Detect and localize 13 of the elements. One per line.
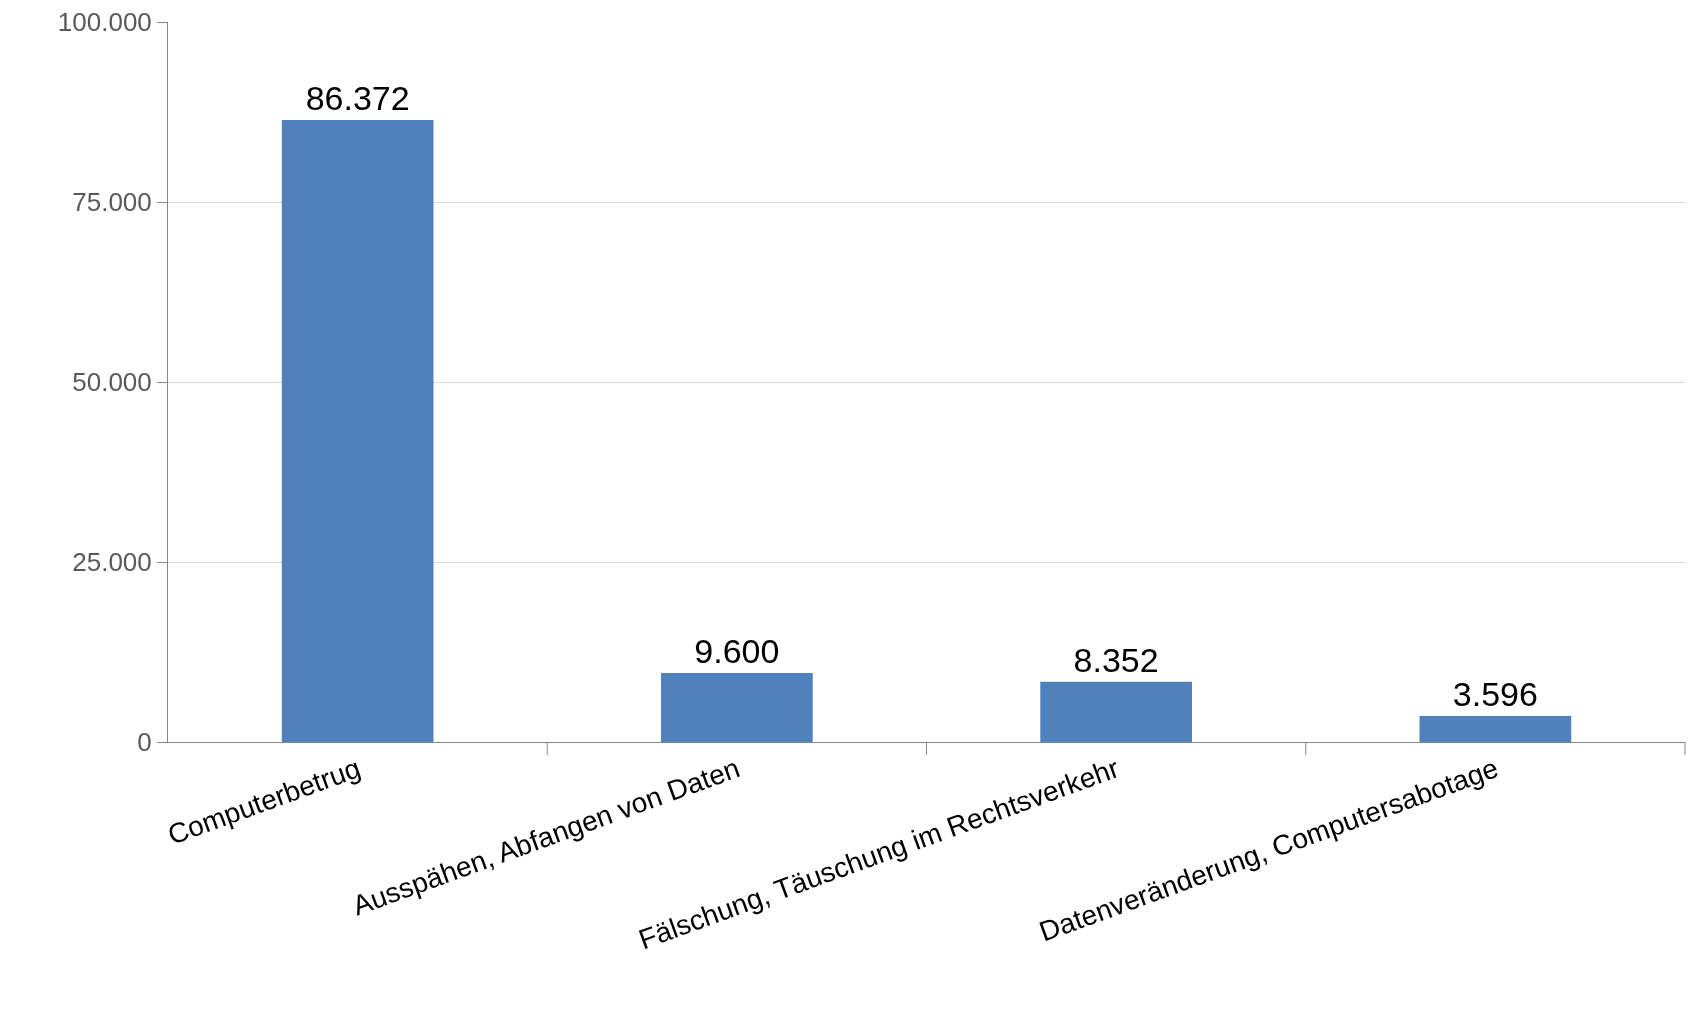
y-tick-label: 25.000: [72, 547, 152, 578]
y-tick-label: 100.000: [57, 7, 152, 38]
bar: [1419, 716, 1572, 742]
data-label: 9.600: [694, 631, 780, 670]
bar: [1040, 681, 1192, 742]
y-tick-label: 0: [137, 727, 152, 758]
data-label: 86.372: [305, 79, 410, 118]
bar: [661, 672, 813, 742]
y-tick-label: 75.000: [72, 187, 152, 218]
data-label: 8.352: [1073, 640, 1159, 679]
bar: [281, 120, 434, 742]
y-tick-label: 50.000: [72, 367, 152, 398]
data-label: 3.596: [1452, 675, 1538, 714]
